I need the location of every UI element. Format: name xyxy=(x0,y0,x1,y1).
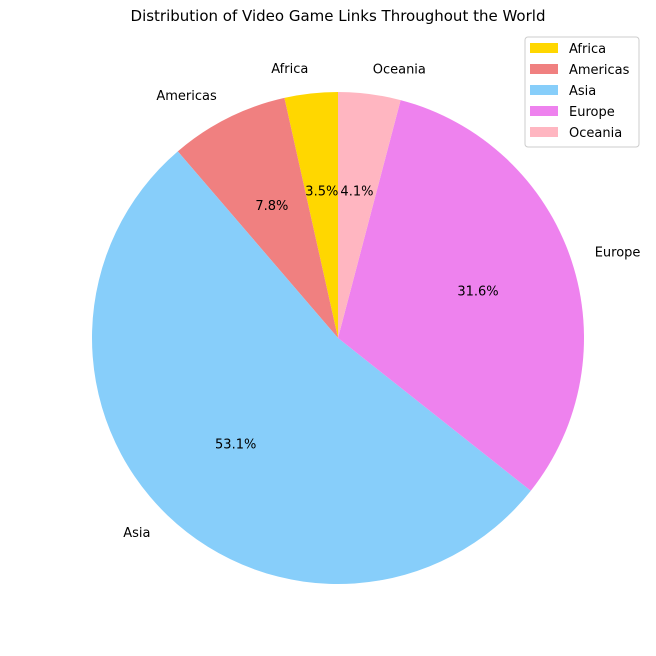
slice-africa xyxy=(284,92,338,338)
slice-percent-oceania: 4.1% xyxy=(340,185,373,200)
slice-percent-africa: 3.5% xyxy=(305,184,338,199)
legend-label-oceania: Oceania xyxy=(569,126,622,141)
slice-label-africa: Africa xyxy=(271,62,308,77)
legend: Africa Americas Asia Europe Oceania xyxy=(524,36,640,148)
slice-label-asia: Asia xyxy=(123,526,150,541)
pie-slices xyxy=(91,92,584,585)
legend-swatch-europe xyxy=(530,106,558,116)
slice-labels: Africa Americas Asia Europe Oceania xyxy=(123,62,640,541)
legend-label-americas: Americas xyxy=(569,63,630,78)
legend-swatch-africa xyxy=(530,43,558,53)
chart-title: Distribution of Video Game Links Through… xyxy=(131,7,546,25)
legend-label-asia: Asia xyxy=(569,84,596,99)
slice-percent-europe: 31.6% xyxy=(457,284,498,299)
slice-percent-labels: 3.5% 7.8% 53.1% 31.6% 4.1% xyxy=(215,184,499,452)
legend-label-europe: Europe xyxy=(569,105,615,120)
legend-label-africa: Africa xyxy=(569,42,606,57)
slice-label-americas: Americas xyxy=(156,89,217,104)
legend-swatch-oceania xyxy=(530,127,558,137)
slice-oceania xyxy=(338,92,401,338)
legend-swatch-americas xyxy=(530,64,558,74)
slice-percent-americas: 7.8% xyxy=(255,199,288,214)
slice-label-europe: Europe xyxy=(595,245,641,260)
slice-label-oceania: Oceania xyxy=(373,63,426,78)
slice-europe xyxy=(338,100,584,491)
legend-swatch-asia xyxy=(530,85,558,95)
slice-americas xyxy=(177,97,338,338)
slice-percent-asia: 53.1% xyxy=(215,437,256,452)
slice-asia xyxy=(91,151,531,585)
